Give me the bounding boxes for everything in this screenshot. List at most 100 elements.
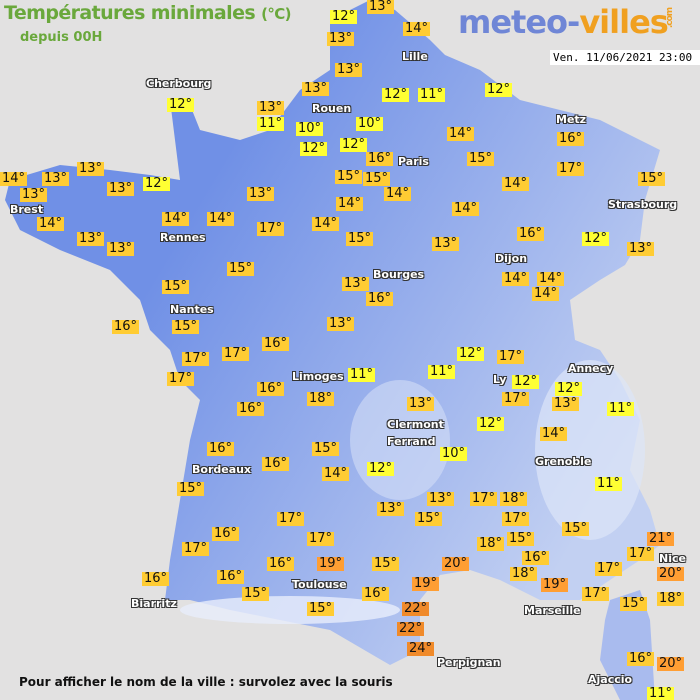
temperature-label[interactable]: 17° bbox=[470, 491, 498, 506]
temperature-label[interactable]: 15° bbox=[312, 441, 340, 456]
temperature-label[interactable]: 16° bbox=[267, 556, 295, 571]
temperature-label[interactable]: 16° bbox=[362, 586, 390, 601]
temperature-label[interactable]: 13° bbox=[107, 181, 135, 196]
temperature-label[interactable]: 16° bbox=[142, 571, 170, 586]
temperature-label[interactable]: 12° bbox=[457, 346, 485, 361]
temperature-label[interactable]: 17° bbox=[277, 511, 305, 526]
temperature-label[interactable]: 12° bbox=[300, 141, 328, 156]
temperature-label[interactable]: 15° bbox=[172, 319, 200, 334]
temperature-label[interactable]: 14° bbox=[537, 271, 565, 286]
temperature-label[interactable]: 15° bbox=[346, 231, 374, 246]
temperature-label[interactable]: 14° bbox=[403, 21, 431, 36]
temperature-label[interactable]: 15° bbox=[307, 601, 335, 616]
temperature-label[interactable]: 16° bbox=[212, 526, 240, 541]
temperature-label[interactable]: 13° bbox=[377, 501, 405, 516]
temperature-label[interactable]: 11° bbox=[348, 367, 376, 382]
temperature-label[interactable]: 18° bbox=[477, 536, 505, 551]
temperature-label[interactable]: 13° bbox=[302, 81, 330, 96]
temperature-label[interactable]: 15° bbox=[242, 586, 270, 601]
temperature-label[interactable]: 15° bbox=[415, 511, 443, 526]
temperature-label[interactable]: 15° bbox=[467, 151, 495, 166]
temperature-label[interactable]: 11° bbox=[607, 401, 635, 416]
temperature-label[interactable]: 13° bbox=[77, 231, 105, 246]
temperature-label[interactable]: 13° bbox=[327, 31, 355, 46]
temperature-label[interactable]: 19° bbox=[317, 556, 345, 571]
temperature-label[interactable]: 13° bbox=[432, 236, 460, 251]
temperature-label[interactable]: 22° bbox=[402, 601, 430, 616]
temperature-label[interactable]: 12° bbox=[382, 87, 410, 102]
temperature-label[interactable]: 16° bbox=[257, 381, 285, 396]
temperature-label[interactable]: 11° bbox=[257, 116, 285, 131]
temperature-label[interactable]: 13° bbox=[407, 396, 435, 411]
temperature-label[interactable]: 18° bbox=[657, 591, 685, 606]
temperature-label[interactable]: 17° bbox=[167, 371, 195, 386]
temperature-label[interactable]: 12° bbox=[330, 9, 358, 24]
temperature-label[interactable]: 13° bbox=[327, 316, 355, 331]
temperature-label[interactable]: 16° bbox=[366, 291, 394, 306]
temperature-label[interactable]: 13° bbox=[342, 276, 370, 291]
temperature-label[interactable]: 17° bbox=[502, 391, 530, 406]
temperature-label[interactable]: 13° bbox=[42, 171, 70, 186]
temperature-label[interactable]: 16° bbox=[112, 319, 140, 334]
temperature-label[interactable]: 14° bbox=[0, 171, 28, 186]
temperature-label[interactable]: 13° bbox=[257, 100, 285, 115]
temperature-label[interactable]: 12° bbox=[555, 381, 583, 396]
temperature-label[interactable]: 13° bbox=[367, 0, 395, 14]
temperature-label[interactable]: 19° bbox=[541, 577, 569, 592]
temperature-label[interactable]: 15° bbox=[335, 169, 363, 184]
temperature-label[interactable]: 14° bbox=[447, 126, 475, 141]
temperature-label[interactable]: 17° bbox=[627, 546, 655, 561]
temperature-label[interactable]: 19° bbox=[412, 576, 440, 591]
temperature-label[interactable]: 14° bbox=[162, 211, 190, 226]
temperature-label[interactable]: 21° bbox=[647, 531, 675, 546]
temperature-label[interactable]: 13° bbox=[247, 186, 275, 201]
temperature-label[interactable]: 12° bbox=[167, 97, 195, 112]
temperature-label[interactable]: 13° bbox=[20, 187, 48, 202]
temperature-label[interactable]: 15° bbox=[507, 531, 535, 546]
temperature-label[interactable]: 12° bbox=[582, 231, 610, 246]
temperature-label[interactable]: 18° bbox=[510, 566, 538, 581]
temperature-label[interactable]: 16° bbox=[262, 336, 290, 351]
temperature-label[interactable]: 15° bbox=[177, 481, 205, 496]
temperature-label[interactable]: 15° bbox=[562, 521, 590, 536]
temperature-label[interactable]: 14° bbox=[532, 286, 560, 301]
temperature-label[interactable]: 12° bbox=[340, 137, 368, 152]
temperature-label[interactable]: 14° bbox=[312, 216, 340, 231]
temperature-label[interactable]: 16° bbox=[627, 651, 655, 666]
temperature-label[interactable]: 10° bbox=[440, 446, 468, 461]
temperature-label[interactable]: 16° bbox=[262, 456, 290, 471]
temperature-label[interactable]: 14° bbox=[322, 466, 350, 481]
temperature-label[interactable]: 20° bbox=[657, 656, 685, 671]
temperature-label[interactable]: 17° bbox=[582, 586, 610, 601]
temperature-label[interactable]: 16° bbox=[207, 441, 235, 456]
temperature-label[interactable]: 20° bbox=[442, 556, 470, 571]
temperature-label[interactable]: 16° bbox=[557, 131, 585, 146]
temperature-label[interactable]: 12° bbox=[485, 82, 513, 97]
temperature-label[interactable]: 16° bbox=[366, 151, 394, 166]
meteo-villes-logo[interactable]: meteo-villes .com bbox=[458, 3, 675, 41]
temperature-label[interactable]: 22° bbox=[397, 621, 425, 636]
temperature-label[interactable]: 18° bbox=[307, 391, 335, 406]
temperature-label[interactable]: 17° bbox=[182, 351, 210, 366]
temperature-label[interactable]: 15° bbox=[372, 556, 400, 571]
temperature-label[interactable]: 15° bbox=[620, 596, 648, 611]
temperature-label[interactable]: 13° bbox=[77, 161, 105, 176]
temperature-label[interactable]: 17° bbox=[182, 541, 210, 556]
temperature-label[interactable]: 17° bbox=[497, 349, 525, 364]
temperature-label[interactable]: 17° bbox=[595, 561, 623, 576]
temperature-label[interactable]: 13° bbox=[107, 241, 135, 256]
temperature-label[interactable]: 10° bbox=[356, 116, 384, 131]
temperature-label[interactable]: 15° bbox=[162, 279, 190, 294]
temperature-label[interactable]: 11° bbox=[418, 87, 446, 102]
temperature-label[interactable]: 14° bbox=[384, 186, 412, 201]
temperature-label[interactable]: 14° bbox=[336, 196, 364, 211]
temperature-label[interactable]: 20° bbox=[657, 566, 685, 581]
temperature-label[interactable]: 17° bbox=[557, 161, 585, 176]
temperature-label[interactable]: 17° bbox=[307, 531, 335, 546]
temperature-label[interactable]: 17° bbox=[502, 511, 530, 526]
temperature-label[interactable]: 14° bbox=[502, 271, 530, 286]
temperature-label[interactable]: 14° bbox=[502, 176, 530, 191]
temperature-label[interactable]: 16° bbox=[217, 569, 245, 584]
temperature-label[interactable]: 12° bbox=[512, 374, 540, 389]
temperature-label[interactable]: 15° bbox=[227, 261, 255, 276]
